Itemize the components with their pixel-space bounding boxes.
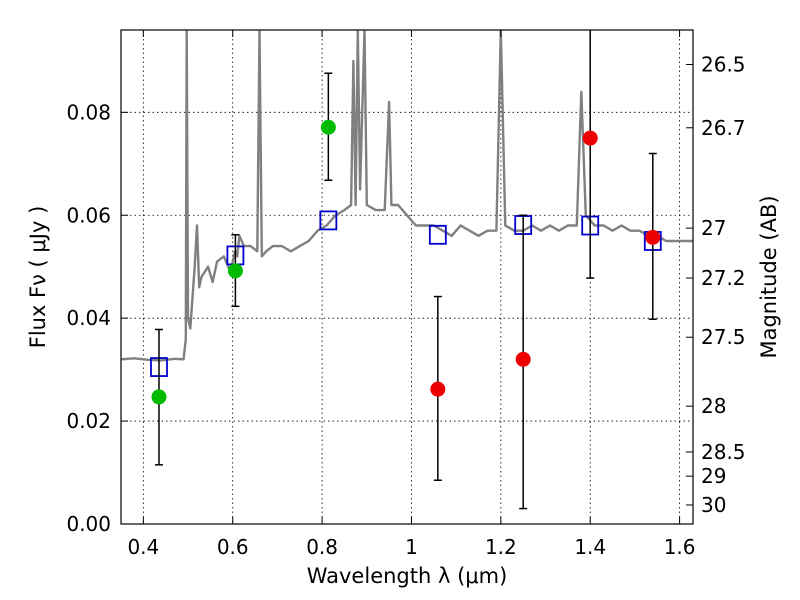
photometry-point [320, 119, 336, 135]
sed-model-line [121, 30, 693, 362]
plot-frame [120, 29, 694, 525]
photometry-point [430, 381, 446, 397]
model-photometry-square [319, 210, 338, 231]
mag-tick-label: 30 [701, 493, 726, 517]
mag-tick-label: 29 [701, 464, 726, 488]
y-axis-label: Flux Fν ( μJy ) [26, 206, 50, 349]
y-tick-label: 0.08 [66, 100, 111, 124]
x-tick-label: 1 [405, 535, 418, 559]
right-axis-label: Magnitude (AB) [757, 195, 781, 358]
x-tick-label: 0.8 [306, 535, 338, 559]
model-photometry-square [428, 224, 447, 245]
axis-ticks: 0.4 0.6 0.8 1 1.2 1.4 1.6 0.00 0.02 0.04 0.06 0.08 2… [66, 30, 746, 559]
photometry-point [515, 351, 531, 367]
photometry-point [582, 130, 598, 146]
mag-tick-label: 27.2 [701, 266, 746, 290]
mag-tick-label: 27 [701, 216, 726, 240]
mag-tick-label: 26.5 [701, 52, 746, 76]
mag-tick-label: 27.5 [701, 325, 746, 349]
y-tick-label: 0.00 [66, 512, 111, 536]
mag-tick-label: 28.5 [701, 440, 746, 464]
mag-tick-label: 26.7 [701, 116, 746, 140]
photometry-point [645, 229, 661, 245]
photometry-point [151, 389, 167, 405]
y-tick-label: 0.04 [66, 306, 111, 330]
plot-area [121, 30, 693, 510]
x-axis-label: Wavelength λ (μm) [307, 564, 508, 588]
x-tick-label: 0.6 [217, 535, 249, 559]
mag-tick-label: 28 [701, 394, 726, 418]
x-tick-label: 0.4 [127, 535, 159, 559]
photometry-point [227, 263, 243, 279]
y-tick-label: 0.06 [66, 203, 111, 227]
x-tick-label: 1.6 [664, 535, 696, 559]
x-tick-label: 1.4 [574, 535, 606, 559]
y-tick-label: 0.02 [66, 409, 111, 433]
x-tick-label: 1.2 [485, 535, 517, 559]
